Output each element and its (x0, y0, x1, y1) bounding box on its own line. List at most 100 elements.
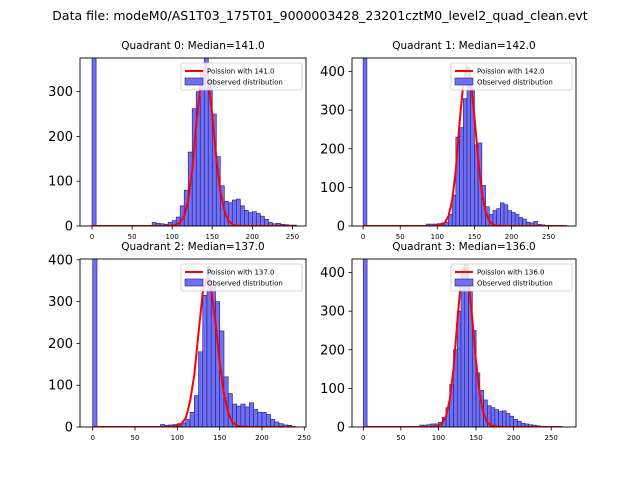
x-tick-label: 150 (206, 233, 219, 241)
subplot-title: Quadrant 0: Median=141.0 (121, 40, 264, 52)
histogram-bar (239, 205, 245, 226)
axes-frame (79, 57, 307, 227)
histogram-bar (490, 407, 496, 427)
histogram-bar (460, 276, 466, 427)
x-tick-label: 150 (213, 434, 226, 442)
histogram-bar (253, 409, 259, 427)
subplot-quadrant-3: 0 50 100 150 200 250 0 100 200 300 400 Quadrant 3: … (320, 241, 577, 442)
x-tick-label: 50 (396, 233, 405, 241)
legend-box (450, 62, 573, 91)
legend-observed-swatch (184, 77, 204, 86)
x-tick-label: 200 (255, 434, 268, 442)
legend-observed-swatch (184, 278, 204, 287)
legend-fit-label: Poission with 136.0 (477, 269, 545, 277)
x-tick-label: 0 (361, 434, 365, 442)
y-tick-label: 100 (48, 379, 73, 394)
histogram-bar (260, 215, 265, 226)
histogram-bar (264, 218, 269, 226)
x-tick-label: 0 (90, 233, 94, 241)
histogram-bar (459, 127, 464, 226)
x-tick-label: 100 (431, 233, 444, 241)
plot-content (362, 259, 563, 427)
legend: Poission with 137.0 Observed distribution (180, 263, 303, 292)
x-tick-label: 150 (469, 434, 482, 442)
histogram-bar (199, 71, 205, 226)
legend-observed-swatch (454, 278, 474, 287)
y-tick-label: 300 (48, 85, 73, 100)
subplot-grid: 0 50 100 150 200 250 0 100 200 300 Quadrant 0: Med… (48, 40, 577, 442)
legend-fit-label: Poission with 137.0 (207, 269, 275, 277)
legend-box (180, 263, 303, 292)
y-tick-label: 300 (320, 104, 345, 119)
histogram-bar (265, 414, 271, 427)
x-tick-label: 0 (90, 434, 94, 442)
y-tick-label: 400 (320, 65, 345, 80)
histogram-bar (466, 67, 472, 226)
histogram-bar (235, 198, 241, 226)
subplot-quadrant-1: 0 50 100 150 200 250 0 100 200 300 400 Quadrant 1: … (320, 40, 577, 241)
x-tick-label: 50 (128, 233, 137, 241)
x-tick-label: 200 (246, 233, 259, 241)
axes-frame (351, 57, 577, 227)
y-tick-label: 200 (320, 343, 345, 358)
y-tick-label: 400 (48, 253, 73, 268)
histogram-bar (92, 259, 98, 427)
y-tick-label: 100 (320, 382, 345, 397)
histogram-bar (513, 418, 518, 427)
x-tick-label: 150 (468, 233, 481, 241)
y-tick-label: 100 (48, 175, 73, 190)
x-tick-label: 50 (396, 434, 405, 442)
histogram-bar (500, 202, 505, 226)
y-tick-label: 100 (320, 181, 345, 196)
legend-observed-swatch (454, 77, 474, 86)
x-tick-label: 100 (432, 434, 445, 442)
histogram-bar (462, 98, 468, 226)
histogram-bar (503, 204, 509, 226)
subplot-quadrant-0: 0 50 100 150 200 250 0 100 200 300 Quadrant 0: Med… (48, 40, 307, 241)
subplot-title: Quadrant 2: Median=137.0 (121, 241, 264, 253)
x-tick-label: 250 (286, 233, 299, 241)
y-tick-label: 200 (320, 142, 345, 157)
histogram-bar (231, 199, 237, 226)
x-tick-label: 100 (171, 434, 184, 442)
legend-observed-label: Observed distribution (477, 79, 553, 87)
histogram-bar (252, 211, 257, 226)
histogram-bar (243, 210, 249, 226)
y-tick-label: 300 (48, 295, 73, 310)
histogram-bar (257, 412, 263, 427)
histogram-bar (456, 310, 462, 427)
histogram-bar (256, 213, 261, 226)
y-tick-label: 300 (320, 305, 345, 320)
histogram-bar (511, 212, 516, 226)
histogram-bar (189, 412, 195, 427)
histogram-bar (247, 212, 253, 226)
legend-observed-label: Observed distribution (207, 79, 283, 87)
histogram-bar (533, 221, 538, 226)
histogram-bar (514, 214, 520, 226)
x-tick-label: 250 (542, 233, 555, 241)
legend: Poission with 141.0 Observed distribution (180, 62, 303, 91)
legend-box (180, 62, 303, 91)
histogram-bar (198, 351, 204, 427)
y-tick-label: 0 (65, 220, 73, 235)
histogram-bar (193, 395, 199, 427)
histogram-bar (502, 410, 507, 427)
y-tick-label: 200 (48, 130, 73, 145)
histogram-bar (202, 295, 208, 427)
x-tick-label: 50 (131, 434, 140, 442)
figure-title: Data file: modeM0/AS1T03_175T01_90000034… (52, 8, 587, 23)
x-tick-label: 200 (505, 233, 518, 241)
histogram-bar (185, 419, 191, 427)
histogram-bar (248, 402, 254, 427)
legend-fit-label: Poission with 142.0 (477, 68, 545, 76)
histogram-bar (496, 208, 501, 226)
y-tick-label: 400 (320, 266, 345, 281)
histogram-bar (240, 403, 246, 427)
histogram-bar (270, 419, 276, 427)
histogram-bar (494, 409, 499, 427)
histogram-bar (498, 411, 503, 427)
x-tick-label: 250 (298, 434, 311, 442)
y-tick-label: 0 (65, 421, 73, 436)
histogram-bar (261, 412, 267, 427)
legend-box (450, 263, 573, 292)
